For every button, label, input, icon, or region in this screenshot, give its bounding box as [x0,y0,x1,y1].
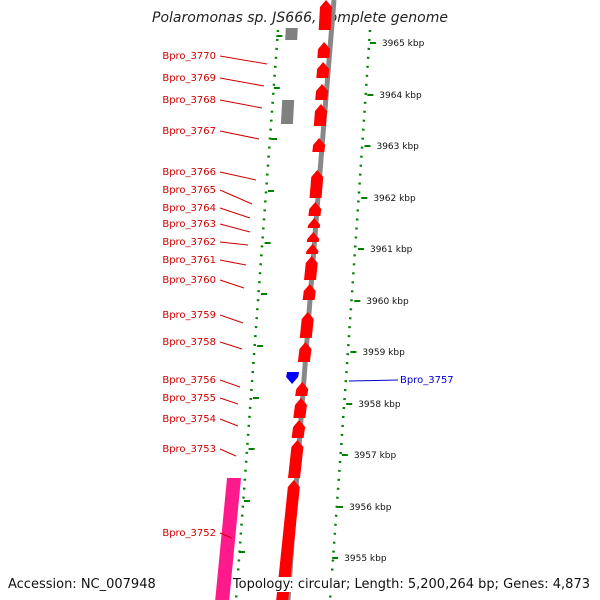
gene-label-bpro-3764[interactable]: Bpro_3764 [162,203,216,214]
gene-arrow [315,84,329,100]
gene-arrow [302,284,316,300]
gene-arrow [309,170,324,198]
label-leader-line [219,259,247,266]
scale-tick-label: 3964 kbp [379,91,422,101]
scale-tick-label: 3958 kbp [358,400,401,410]
gene-arrow [318,0,332,30]
gene-arrow [306,232,320,242]
label-leader-line [219,171,257,181]
label-leader-line [219,279,245,289]
scale-label-layer: 3965 kbp 3964 kbp 3963 kbp 3962 kbp 3961 kbp… [239,35,425,564]
gene-label-bpro-3759[interactable]: Bpro_3759 [162,310,216,321]
gene-arrow [304,256,318,280]
gene-arrow [291,420,306,438]
gene-arrow [317,42,331,58]
gene-label-bpro-3756[interactable]: Bpro_3756 [162,375,216,386]
gene-label-bpro-3768[interactable]: Bpro_3768 [162,95,216,106]
topology-text: Topology: circular; Length: 5,200,264 bp… [232,577,590,592]
genome-title: Polaromonas sp. JS666, complete genome [152,10,448,26]
gene-label-bpro-3755[interactable]: Bpro_3755 [162,393,216,404]
label-leader-line [219,418,239,427]
gene-label-bpro-3757[interactable]: Bpro_3757 [400,375,454,386]
gene-label-bpro-3758[interactable]: Bpro_3758 [162,337,216,348]
label-leader-line [219,397,239,405]
scale-tick-label: 3957 kbp [354,451,397,461]
label-leader-line [219,314,244,324]
scale-tick-label: 3955 kbp [344,554,387,564]
gene-label-layer: Bpro_3770 Bpro_3769 Bpro_3768 Bpro_3767 Bpro… [162,51,453,539]
gene-arrow [312,138,326,152]
gene-label-bpro-3763[interactable]: Bpro_3763 [162,219,216,230]
gene-label-bpro-3761[interactable]: Bpro_3761 [162,255,216,266]
gene-arrow [308,202,322,216]
label-leader-line [219,99,263,109]
label-leader-line [219,341,243,350]
gene-arrow [307,218,321,228]
label-leader-line [219,55,268,65]
gene-label-bpro-3769[interactable]: Bpro_3769 [162,73,216,84]
label-leader-line [219,241,249,246]
gene-arrow [299,312,314,338]
gene-arrow [276,480,300,600]
gene-label-bpro-3767[interactable]: Bpro_3767 [162,126,216,137]
gene-arrow [295,382,309,396]
gene-arrow [293,398,307,418]
scale-tick-label: 3962 kbp [373,194,416,204]
label-leader-line [219,379,241,388]
gene-arrow [313,104,327,126]
label-leader-line [219,223,251,233]
gene-label-bpro-3752[interactable]: Bpro_3752 [162,528,216,539]
gene-arrow [305,244,319,254]
label-leader-line [219,448,237,457]
rna-feature-block [215,478,242,600]
gene-arrow [297,342,312,362]
gene-label-bpro-3762[interactable]: Bpro_3762 [162,237,216,248]
scale-tick-label: 3961 kbp [370,245,413,255]
gene-label-bpro-3765[interactable]: Bpro_3765 [162,185,216,196]
label-leader-line [219,77,265,87]
pseudogene-block [280,100,295,124]
label-leader-line [348,379,399,382]
gene-label-bpro-3770[interactable]: Bpro_3770 [162,51,216,62]
feature-track [215,0,332,600]
gene-arrow [316,62,330,78]
gene-label-bpro-3754[interactable]: Bpro_3754 [162,414,216,425]
scale-tick-label: 3965 kbp [382,39,425,49]
pseudogene-block [285,28,298,40]
outer-scale-ring [328,29,372,600]
label-leader-line [219,130,260,140]
reverse-gene-arrow [286,372,300,384]
inner-dotted-ring [234,29,280,600]
scale-tick-label: 3960 kbp [366,297,409,307]
gene-label-bpro-3760[interactable]: Bpro_3760 [162,275,216,286]
accession-text: Accession: NC_007948 [8,577,156,592]
label-leader-line [219,189,253,205]
scale-tick-label: 3956 kbp [349,503,392,513]
scale-tick-label: 3963 kbp [376,142,419,152]
scale-tick-label: 3959 kbp [362,348,405,358]
gene-arrow [288,440,304,478]
label-leader-line [219,532,233,539]
gene-label-bpro-3753[interactable]: Bpro_3753 [162,444,216,455]
label-leader-line [219,207,251,219]
gene-label-bpro-3766[interactable]: Bpro_3766 [162,167,216,178]
